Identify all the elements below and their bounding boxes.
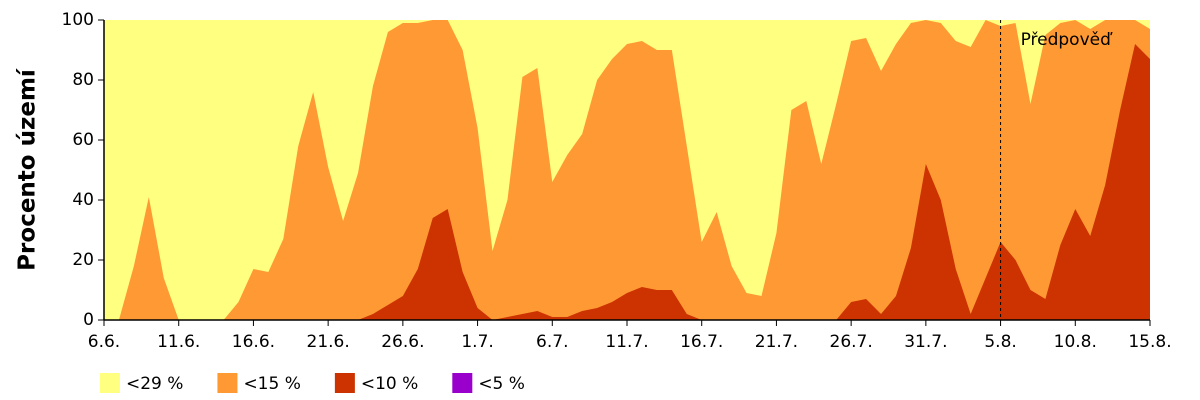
legend-swatch bbox=[100, 373, 120, 393]
x-tick-label: 5.8. bbox=[984, 332, 1016, 352]
legend-label: <5 % bbox=[478, 374, 525, 394]
x-tick-label: 26.7. bbox=[830, 332, 873, 352]
x-tick-label: 11.7. bbox=[605, 332, 648, 352]
legend-swatch bbox=[217, 373, 238, 393]
legend-swatch bbox=[452, 373, 473, 393]
y-tick-label: 80 bbox=[72, 70, 94, 90]
annotation: Předpověď bbox=[1021, 30, 1114, 50]
x-tick-label: 11.6. bbox=[157, 332, 200, 352]
y-tick-label: 40 bbox=[72, 190, 94, 210]
x-tick-label: 16.7. bbox=[680, 332, 723, 352]
x-tick-label: 6.7. bbox=[536, 332, 568, 352]
y-tick-label: 20 bbox=[72, 250, 94, 270]
area bbox=[104, 20, 1150, 320]
y-tick-label: 100 bbox=[62, 10, 94, 30]
x-tick-label: 21.6. bbox=[307, 332, 350, 352]
x-tick-label: 6.6. bbox=[88, 332, 120, 352]
y-axis-title: Procento území bbox=[15, 68, 41, 271]
x-tick-label: 26.6. bbox=[381, 332, 424, 352]
x-tick-label: 15.8. bbox=[1128, 332, 1171, 352]
y-tick-label: 60 bbox=[72, 130, 94, 150]
legend-label: <15 % bbox=[243, 374, 300, 394]
x-tick-label: 1.7. bbox=[461, 332, 493, 352]
x-tick-label: 21.7. bbox=[755, 332, 798, 352]
x-tick-label: 31.7. bbox=[904, 332, 947, 352]
x-tick-label: 16.6. bbox=[232, 332, 275, 352]
y-tick-label: 0 bbox=[83, 310, 94, 330]
legend-swatch bbox=[334, 373, 355, 393]
x-tick-label: 10.8. bbox=[1054, 332, 1097, 352]
legend-label: <10 % bbox=[361, 374, 418, 394]
legend-label: <29 % bbox=[126, 374, 183, 394]
